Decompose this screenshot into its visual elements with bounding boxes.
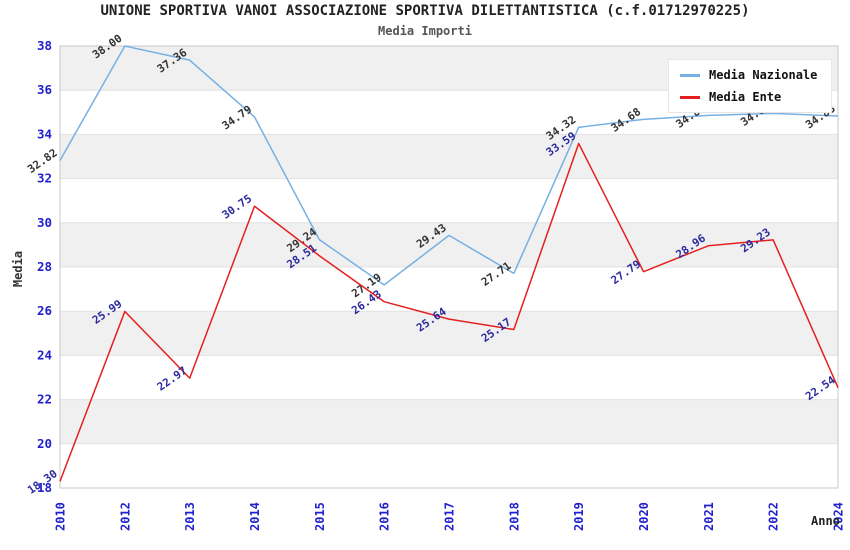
y-tick-label: 36 xyxy=(37,82,52,97)
legend-swatch-media-ente-icon xyxy=(680,95,700,99)
plot-band xyxy=(60,222,838,267)
x-tick-label: 2016 xyxy=(378,502,392,531)
series-line-media-nazionale xyxy=(59,45,839,286)
x-tick-label: 2020 xyxy=(637,502,651,531)
x-tick-label: 2024 xyxy=(832,502,846,531)
y-tick-label: 20 xyxy=(37,436,52,451)
y-tick-label: 26 xyxy=(37,303,52,318)
x-tick-label: 2022 xyxy=(767,502,781,531)
x-tick-label: 2019 xyxy=(572,502,586,531)
x-tick-label: 2010 xyxy=(54,502,68,531)
series-line-media-ente xyxy=(59,142,839,482)
legend-label-media-ente: Media Ente xyxy=(709,90,782,104)
chart-title: UNIONE SPORTIVA VANOI ASSOCIAZIONE SPORT… xyxy=(100,3,750,19)
y-tick-label: 22 xyxy=(37,392,52,407)
point-label-media-ente: 22.54 xyxy=(803,373,838,403)
x-tick-label: 2013 xyxy=(183,502,197,531)
y-tick-label: 24 xyxy=(37,347,52,362)
plot-border xyxy=(59,45,839,489)
legend-item-media-ente: Media Ente xyxy=(680,90,817,104)
legend-label-media-nazionale: Media Nazionale xyxy=(709,68,818,82)
legend-item-media-nazionale: Media Nazionale xyxy=(680,68,817,82)
x-tick-label: 2021 xyxy=(702,502,716,531)
x-axis-title: Anno xyxy=(811,514,840,528)
point-label-media-ente: 22.97 xyxy=(155,364,190,394)
y-tick-label: 32 xyxy=(37,171,52,186)
y-tick-label: 30 xyxy=(37,215,52,230)
x-tick-label: 2014 xyxy=(248,502,262,531)
x-tick-label: 2018 xyxy=(507,502,521,531)
plot-band xyxy=(60,311,838,356)
y-tick-label: 38 xyxy=(37,38,52,53)
y-axis-title: Media xyxy=(11,250,25,288)
point-label-media-nazionale: 34.79 xyxy=(220,103,255,133)
y-tick-label: 34 xyxy=(37,126,52,141)
plot-band xyxy=(60,134,838,179)
legend-swatch-media-nazionale-icon xyxy=(680,73,700,77)
plot-band xyxy=(60,399,838,444)
x-tick-label: 2012 xyxy=(118,502,132,531)
chart-subtitle: Media Importi xyxy=(378,24,472,38)
y-tick-label: 18 xyxy=(37,480,52,495)
y-tick-label: 28 xyxy=(37,259,52,274)
x-tick-label: 2015 xyxy=(313,502,327,531)
point-label-media-ente: 30.75 xyxy=(220,192,255,222)
legend: Media Nazionale Media Ente xyxy=(668,59,833,113)
x-tick-label: 2017 xyxy=(443,502,457,531)
